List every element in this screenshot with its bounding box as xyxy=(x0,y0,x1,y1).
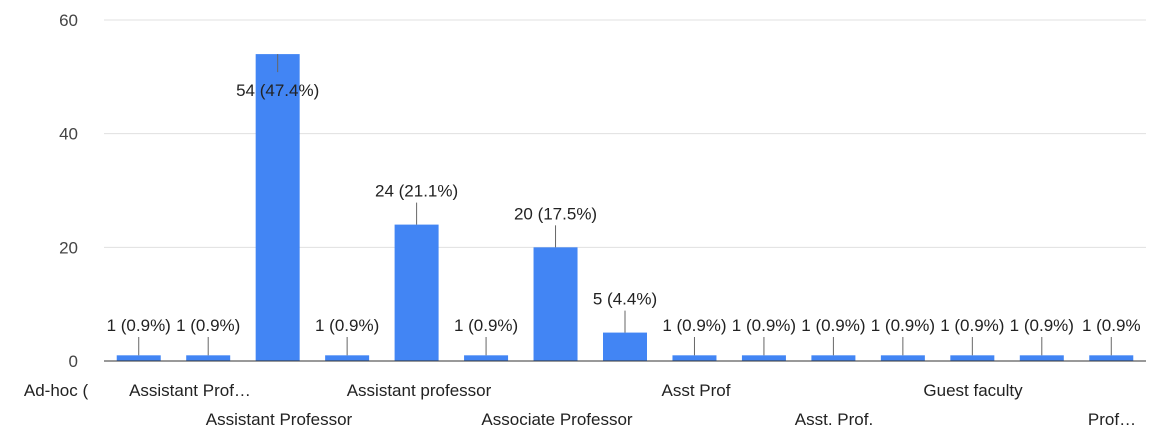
data-label: 1 (0.9%) xyxy=(871,316,935,335)
bar xyxy=(464,355,509,361)
x-category-label: Associate Professor xyxy=(481,410,633,429)
x-category-label: Guest faculty xyxy=(923,381,1023,400)
y-tick-label: 20 xyxy=(59,238,78,257)
bar xyxy=(880,355,925,361)
y-axis-ticks: 0 20 40 60 xyxy=(59,11,78,371)
x-category-label: Assistant Professor xyxy=(206,410,353,429)
bar xyxy=(672,355,717,361)
x-category-label: Ad-hoc ( xyxy=(24,381,89,400)
bar xyxy=(950,355,995,361)
bars xyxy=(116,54,1134,361)
data-labels: 1 (0.9%) 1 (0.9%) 54 (47.4%) 1 (0.9%) 24 (21… xyxy=(107,81,1141,335)
data-label: 20 (17.5%) xyxy=(514,204,597,223)
data-label: 1 (0.9%) xyxy=(732,316,796,335)
data-label: 1 (0.9%) xyxy=(176,316,240,335)
x-category-label: Assistant Prof… xyxy=(129,381,251,400)
bar xyxy=(1089,355,1134,361)
data-label: 24 (21.1%) xyxy=(375,182,458,201)
data-label: 1 (0.9%) xyxy=(940,316,1004,335)
bar xyxy=(325,355,370,361)
x-category-label: Assistant professor xyxy=(347,381,492,400)
bar xyxy=(811,355,856,361)
bar xyxy=(186,355,231,361)
bar xyxy=(255,54,300,361)
bar xyxy=(116,355,161,361)
data-label: 1 (0.9%) xyxy=(662,316,726,335)
data-label: 5 (4.4%) xyxy=(593,290,657,309)
bar xyxy=(394,224,439,361)
y-tick-label: 60 xyxy=(59,11,78,30)
data-label: 1 (0.9% xyxy=(1082,316,1141,335)
y-tick-label: 40 xyxy=(59,125,78,144)
y-tick-label: 0 xyxy=(69,352,78,371)
data-label: 1 (0.9%) xyxy=(454,316,518,335)
bar xyxy=(1019,355,1064,361)
data-label: 1 (0.9%) xyxy=(801,316,865,335)
x-category-label: Asst. Prof. xyxy=(795,410,873,429)
data-label: 1 (0.9%) xyxy=(1010,316,1074,335)
bar xyxy=(533,247,578,361)
bar xyxy=(741,355,786,361)
x-category-label: Asst Prof xyxy=(662,381,731,400)
data-label-leaders xyxy=(138,54,1112,356)
data-label: 54 (47.4%) xyxy=(236,81,319,100)
bar xyxy=(603,332,647,361)
x-category-label: Prof… xyxy=(1088,410,1136,429)
x-axis-category-labels: Ad-hoc ( Assistant Prof… Assistant Profess… xyxy=(24,381,1136,429)
data-label: 1 (0.9%) xyxy=(107,316,171,335)
data-label: 1 (0.9%) xyxy=(315,316,379,335)
